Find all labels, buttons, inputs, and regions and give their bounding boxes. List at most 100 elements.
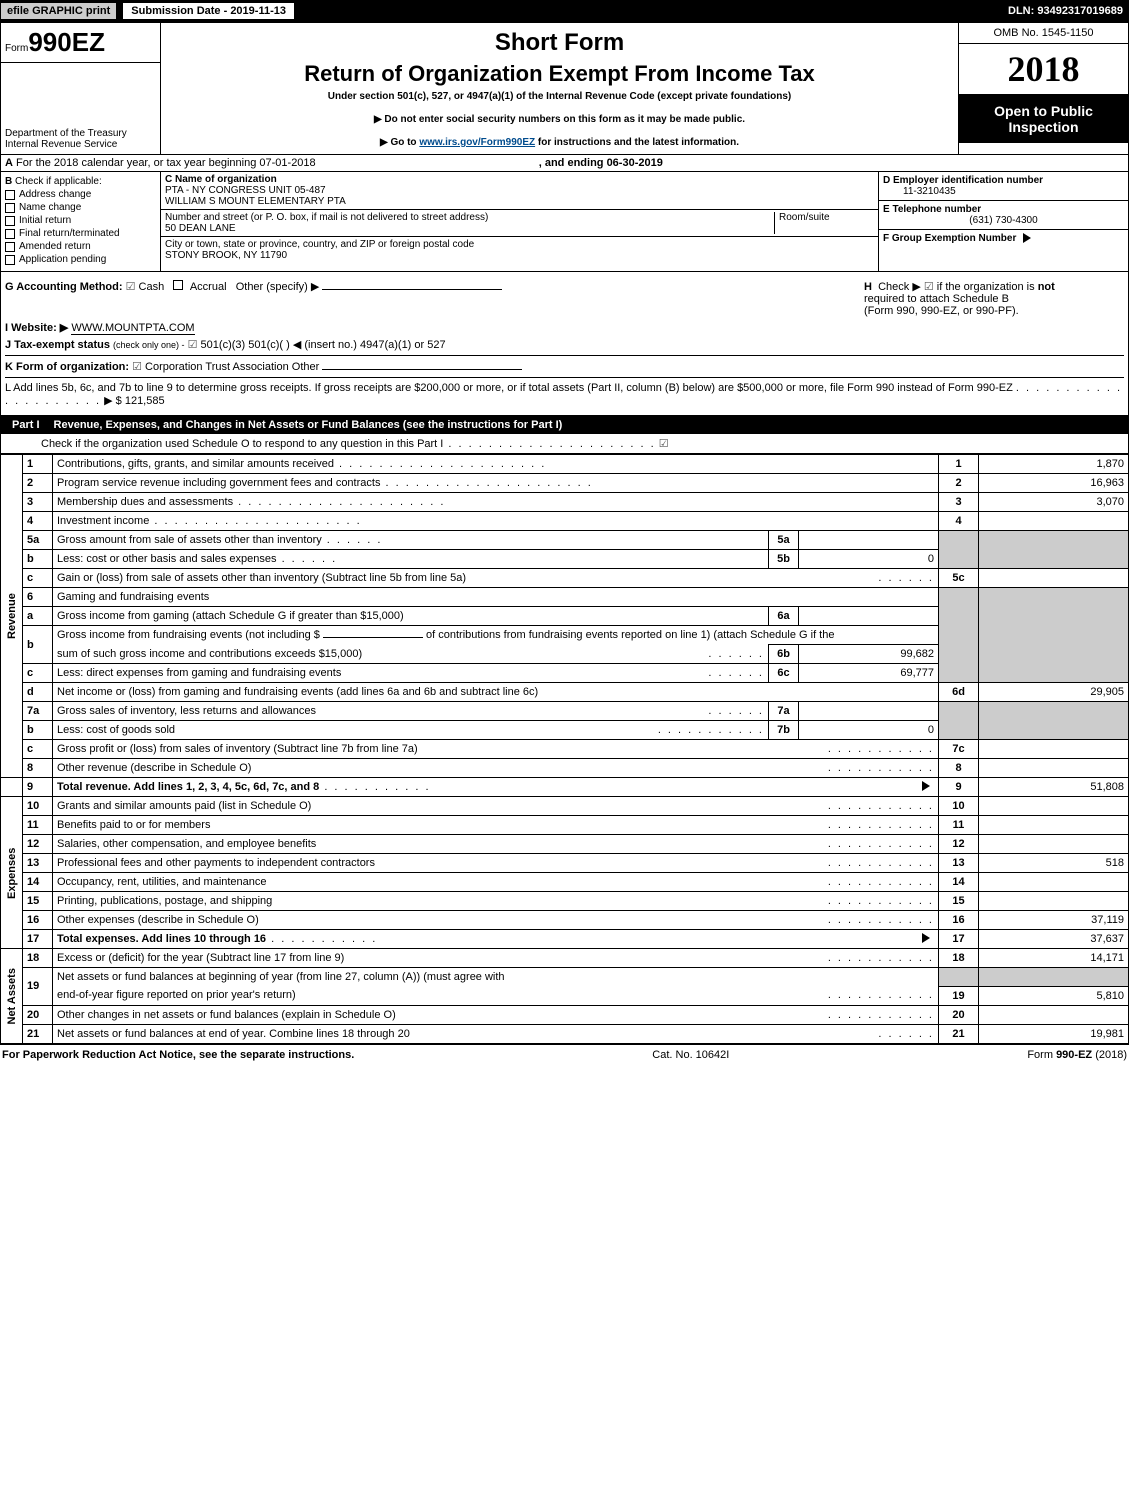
line-19-shade xyxy=(939,968,979,987)
header-right: OMB No. 1545-1150 2018 Open to Public In… xyxy=(958,23,1128,154)
g-accrual-chk[interactable] xyxy=(173,280,183,290)
line-6d-col: 6d xyxy=(939,683,979,702)
instruct2-pre: ▶ Go to xyxy=(380,137,419,148)
k-other-input[interactable] xyxy=(322,369,522,370)
line-12-desc: Salaries, other compensation, and employ… xyxy=(53,835,939,854)
part1-header: Part I Revenue, Expenses, and Changes in… xyxy=(0,416,1129,434)
h-label: H xyxy=(864,281,872,293)
line-l: L Add lines 5b, 6c, and 7b to line 9 to … xyxy=(5,382,1124,407)
part1-label: Part I xyxy=(6,419,46,431)
line-19-desc2: end-of-year figure reported on prior yea… xyxy=(53,986,939,1005)
ein-value: 11-3210435 xyxy=(903,186,956,197)
line-7a-subval xyxy=(799,702,939,721)
line-20-val xyxy=(979,1005,1129,1024)
box-c-name: C Name of organization PTA - NY CONGRESS… xyxy=(161,172,878,210)
line-1-col: 1 xyxy=(939,455,979,474)
line-6c-sub: 6c xyxy=(769,664,799,683)
line-6b-desc1: Gross income from fundraising events (no… xyxy=(53,626,939,645)
line-16-desc: Other expenses (describe in Schedule O) xyxy=(53,911,939,930)
chk-name-change[interactable]: Name change xyxy=(5,202,156,213)
line-8-val xyxy=(979,759,1129,778)
line-15-desc: Printing, publications, postage, and shi… xyxy=(53,892,939,911)
line-18-col: 18 xyxy=(939,949,979,968)
line-7b-subval: 0 xyxy=(799,721,939,740)
open-public-badge: Open to Public Inspection xyxy=(959,95,1128,143)
line-11-col: 11 xyxy=(939,816,979,835)
chk-amended-return[interactable]: Amended return xyxy=(5,241,156,252)
box-c-street-label: Number and street (or P. O. box, if mail… xyxy=(165,212,488,223)
dept-block: Department of the Treasury Internal Reve… xyxy=(1,62,160,154)
org-name-1: PTA - NY CONGRESS UNIT 05-487 xyxy=(165,185,326,196)
l-text: L Add lines 5b, 6c, and 7b to line 9 to … xyxy=(5,382,1013,394)
omb-number: OMB No. 1545-1150 xyxy=(959,23,1128,44)
tax-year: 2018 xyxy=(959,44,1128,95)
line-i: I Website: ▶ WWW.MOUNTPTA.COM xyxy=(5,321,1124,334)
line-6a-subval xyxy=(799,607,939,626)
arrow-icon xyxy=(1023,233,1031,243)
line-6c-no: c xyxy=(23,664,53,683)
irs-link[interactable]: www.irs.gov/Form990EZ xyxy=(419,137,535,148)
line-1-desc: Contributions, gifts, grants, and simila… xyxy=(53,455,939,474)
box-c-name-label: C Name of organization xyxy=(165,174,277,185)
line-6b-blank[interactable] xyxy=(323,637,423,638)
line-16-col: 16 xyxy=(939,911,979,930)
line-11-no: 11 xyxy=(23,816,53,835)
instruct2-post: for instructions and the latest informat… xyxy=(535,137,739,148)
line-14-no: 14 xyxy=(23,873,53,892)
line-k: K Form of organization: ☑ Corporation Tr… xyxy=(5,360,1124,378)
h-text1: if the organization is xyxy=(937,281,1035,293)
line-6-no: 6 xyxy=(23,588,53,607)
line-21-col: 21 xyxy=(939,1024,979,1043)
line-5ab-shade xyxy=(939,531,979,569)
efile-print-button[interactable]: efile GRAPHIC print xyxy=(0,2,117,20)
line-10-val xyxy=(979,797,1129,816)
topbar-left: efile GRAPHIC print Submission Date - 20… xyxy=(0,0,294,22)
box-def: D Employer identification number 11-3210… xyxy=(878,172,1128,271)
line-4-no: 4 xyxy=(23,512,53,531)
section-a-label: A xyxy=(5,157,13,169)
dept-line2: Internal Revenue Service xyxy=(5,139,156,150)
org-street: 50 DEAN LANE xyxy=(165,223,236,234)
chk-initial-return[interactable]: Initial return xyxy=(5,215,156,226)
netassets-vert-label: Net Assets xyxy=(1,949,23,1044)
footer-center: Cat. No. 10642I xyxy=(652,1049,729,1061)
k-label: K Form of organization: xyxy=(5,361,129,373)
j-label: J Tax-exempt status xyxy=(5,339,110,351)
line-6d-no: d xyxy=(23,683,53,702)
form-number: 990EZ xyxy=(28,27,105,57)
line-18-val: 14,171 xyxy=(979,949,1129,968)
line-9-col: 9 xyxy=(939,778,979,797)
line-5c-col: 5c xyxy=(939,569,979,588)
line-6b-no: b xyxy=(23,626,53,664)
dln-label: DLN: 93492317019689 xyxy=(1008,5,1129,17)
line-10-desc: Grants and similar amounts paid (list in… xyxy=(53,797,939,816)
line-21-desc: Net assets or fund balances at end of ye… xyxy=(53,1024,939,1043)
chk-amended-return-label: Amended return xyxy=(19,241,91,252)
line-6a-sub: 6a xyxy=(769,607,799,626)
g-other-input[interactable] xyxy=(322,289,502,290)
line-8-col: 8 xyxy=(939,759,979,778)
line-6c-desc: Less: direct expenses from gaming and fu… xyxy=(53,664,769,683)
line-8-no: 8 xyxy=(23,759,53,778)
chk-address-change-label: Address change xyxy=(19,189,91,200)
line-5b-subval: 0 xyxy=(799,550,939,569)
line-6b-sub: 6b xyxy=(769,645,799,664)
line-14-desc: Occupancy, rent, utilities, and maintena… xyxy=(53,873,939,892)
line-7ab-shade-val xyxy=(979,702,1129,740)
top-bar: efile GRAPHIC print Submission Date - 20… xyxy=(0,0,1129,22)
line-6-desc: Gaming and fundraising events xyxy=(53,588,939,607)
box-b-checkif: Check if applicable: xyxy=(15,176,102,187)
line-6a-desc: Gross income from gaming (attach Schedul… xyxy=(53,607,769,626)
line-5b-sub: 5b xyxy=(769,550,799,569)
chk-application-pending[interactable]: Application pending xyxy=(5,254,156,265)
line-6-shade xyxy=(939,588,979,683)
chk-address-change[interactable]: Address change xyxy=(5,189,156,200)
line-7c-col: 7c xyxy=(939,740,979,759)
part1-title-text: Revenue, Expenses, and Changes in Net As… xyxy=(54,419,563,431)
chk-final-return[interactable]: Final return/terminated xyxy=(5,228,156,239)
line-4-val xyxy=(979,512,1129,531)
line-21-no: 21 xyxy=(23,1024,53,1043)
line-6d-val: 29,905 xyxy=(979,683,1129,702)
line-g: G Accounting Method: ☑ Cash Accrual Othe… xyxy=(5,280,502,317)
footer-right: Form 990-EZ (2018) xyxy=(1027,1049,1127,1061)
